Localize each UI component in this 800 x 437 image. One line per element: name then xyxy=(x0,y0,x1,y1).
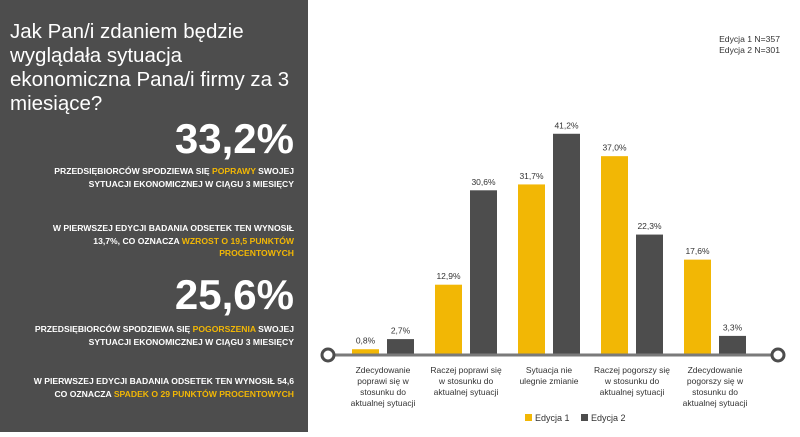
stat-improve-description: Przedsiębiorców spodziewa się poprawy sw… xyxy=(24,165,294,190)
category-label-5-line-4: aktualnej sytuacji xyxy=(683,398,748,408)
data-label-2-4: 22,3% xyxy=(637,221,662,231)
category-label-2-line-3: aktualnej sytuacji xyxy=(434,387,499,397)
chart-area: Edycja 1 N=357 Edycja 2 N=301 0,8% 2,7% Zd… xyxy=(308,0,800,432)
data-label-1-5: 17,6% xyxy=(685,246,710,256)
stat-worsen-description: Przedsiębiorców spodziewa się pogorszeni… xyxy=(24,323,294,348)
category-label-4-line-3: aktualnej sytuacji xyxy=(600,387,665,397)
edition-sample-note: Edycja 1 N=357 Edycja 2 N=301 xyxy=(719,34,780,56)
category-label-4-line-2: w stosunku do xyxy=(604,376,660,386)
stat-worsen-comparison-text: W pierwszej edycji badania odsetek ten w… xyxy=(33,376,294,399)
bar-1-2 xyxy=(435,284,462,354)
axis-start-marker xyxy=(320,347,336,363)
edition-2-sample: Edycja 2 N=301 xyxy=(719,45,780,55)
bar-1-3 xyxy=(518,184,545,354)
question-title: Jak Pan/i zdaniem będzie wyglądała sytua… xyxy=(10,20,290,115)
stat-improve-value: 33,2% xyxy=(174,115,294,162)
category-label-5-line-3: stosunku do xyxy=(692,387,738,397)
category-label-1-line-2: poprawi się w xyxy=(357,376,409,386)
data-label-2-3: 41,2% xyxy=(554,120,579,130)
category-label-1-line-4: aktualnej sytuacji xyxy=(351,398,416,408)
bar-2-5 xyxy=(719,335,746,354)
bar-1-1 xyxy=(352,349,379,354)
data-label-2-5: 3,3% xyxy=(723,322,743,332)
summary-panel: Jak Pan/i zdaniem będzie wyglądała sytua… xyxy=(0,0,308,432)
legend-swatch-1 xyxy=(525,414,532,421)
bar-1-5 xyxy=(684,259,711,354)
category-label-2-line-2: w stosunku do xyxy=(438,376,494,386)
stat-worsen-comparison: W pierwszej edycji badania odsetek ten w… xyxy=(24,375,294,400)
stat-worsen-comparison-highlight: spadek o 29 punktów procentowych xyxy=(113,388,294,399)
bar-2-3 xyxy=(553,133,580,354)
bar-1-4 xyxy=(601,156,628,354)
legend-label-1: Edycja 1 xyxy=(535,413,570,423)
stat-improve-text-end: swojej sytuacji ekonomicznej w ciągu 3 m… xyxy=(88,166,294,189)
data-label-1-3: 31,7% xyxy=(519,171,544,181)
data-label-2-1: 2,7% xyxy=(391,326,411,336)
bar-2-4 xyxy=(636,234,663,354)
stat-improve-comparison: W pierwszej edycji badania odsetek ten w… xyxy=(24,222,294,260)
category-label-5-line-2: pogorszy się w xyxy=(687,376,744,386)
data-label-1-2: 12,9% xyxy=(436,271,461,281)
category-label-5-line-1: Zdecydowanie xyxy=(688,365,743,375)
stat-worsen-text-end: swojej sytuacji ekonomicznej w ciągu 3 m… xyxy=(88,324,294,347)
stat-improve-comparison-text: W pierwszej edycji badania odsetek ten w… xyxy=(52,223,294,246)
category-label-1-line-1: Zdecydowanie xyxy=(356,365,411,375)
category-label-4-line-1: Raczej pogorszy się xyxy=(594,365,670,375)
stat-improve-highlight: poprawy xyxy=(212,166,256,176)
stat-worsen-value: 25,6% xyxy=(174,271,294,318)
axis-end-marker xyxy=(770,347,786,363)
stat-worsen-highlight: pogorszenia xyxy=(192,324,256,334)
category-label-3-line-2: ulegnie zmianie xyxy=(519,376,578,386)
category-label-1-line-3: stosunku do xyxy=(360,387,406,397)
legend-swatch-2 xyxy=(581,414,588,421)
edition-1-sample: Edycja 1 N=357 xyxy=(719,34,780,44)
legend-label-2: Edycja 2 xyxy=(591,413,626,423)
data-label-1-1: 0,8% xyxy=(356,336,376,346)
stat-improve-text: Przedsiębiorców spodziewa się xyxy=(54,166,212,176)
data-label-1-4: 37,0% xyxy=(602,143,627,153)
stat-worsen-text: Przedsiębiorców spodziewa się xyxy=(34,324,193,334)
bar-2-1 xyxy=(387,339,414,354)
bar-2-2 xyxy=(470,190,497,354)
category-label-2-line-1: Raczej poprawi się xyxy=(430,365,502,375)
category-label-3-line-1: Sytuacja nie xyxy=(526,365,573,375)
stat-improve-comparison-highlight: wzrost o 19,5 punktów procentowych xyxy=(181,235,294,259)
data-label-2-2: 30,6% xyxy=(471,177,496,187)
